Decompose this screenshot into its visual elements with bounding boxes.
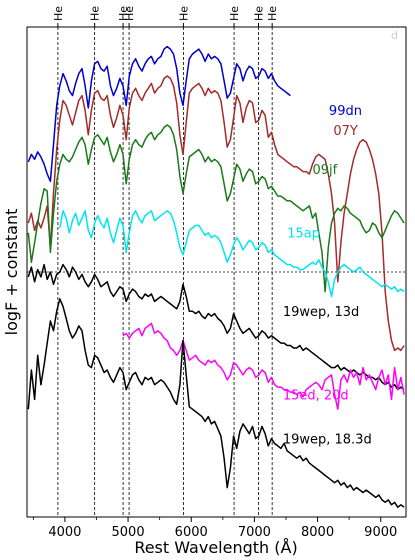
he-line-label: He: [117, 6, 130, 21]
x-axis-title: Rest Wavelength (Å): [134, 538, 297, 557]
he-line-label: He: [52, 6, 65, 21]
he-line-label: He: [177, 6, 190, 21]
x-axis-ticks: 4000 5000 6000 7000 8000 9000: [32, 517, 397, 540]
series-label-4: 19wep, 13d: [283, 305, 359, 320]
he-line-label: He: [228, 6, 241, 21]
x-tick-label: 9000: [364, 525, 397, 540]
x-tick-label: 7000: [238, 525, 271, 540]
he-line-label: He: [253, 6, 266, 21]
series-line-3: [59, 210, 405, 298]
series-line-2: [27, 124, 405, 293]
series-line-0: [27, 45, 291, 183]
series-line-5: [122, 322, 405, 410]
he-line-label: He: [123, 6, 136, 21]
x-tick-label: 5000: [112, 525, 145, 540]
y-axis-title: logF + constant: [2, 209, 21, 336]
x-tick-label: 8000: [301, 525, 334, 540]
he-line-label: He: [266, 6, 279, 21]
series-line-6: [27, 298, 405, 508]
x-tick-label: 6000: [175, 525, 208, 540]
series-line-1: [27, 75, 405, 352]
plot-frame: [26, 26, 407, 518]
series-label-1: 07Y: [333, 124, 358, 139]
series-line-4: [27, 263, 405, 391]
panel-label: d: [391, 29, 398, 42]
series-label-3: 15ap: [287, 227, 320, 242]
series-labels: 99dn 07Y 09jf 15ap 19wep, 13d 15ed, 20d 19wep,…: [283, 104, 372, 447]
series-label-2: 09jf: [313, 163, 338, 178]
x-tick-label: 4000: [48, 525, 81, 540]
series-group: [27, 45, 405, 508]
series-label-0: 99dn: [329, 104, 362, 119]
series-label-6: 19wep, 18.3d: [283, 433, 372, 448]
he-line-label: He: [89, 6, 102, 21]
series-label-5: 15ed, 20d: [283, 388, 349, 403]
